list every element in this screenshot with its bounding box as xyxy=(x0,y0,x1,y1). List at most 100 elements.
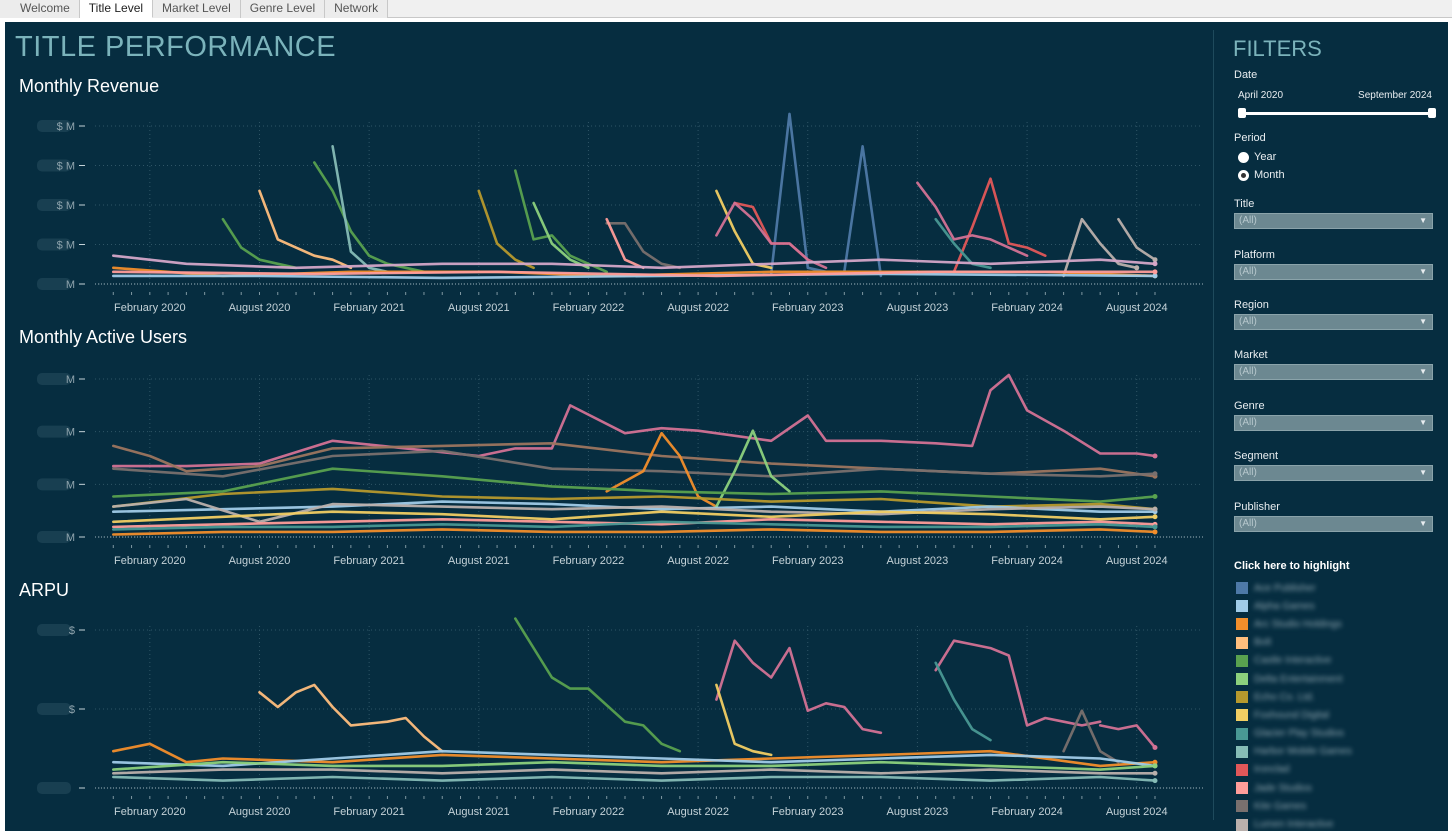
y-tick-label: M xyxy=(66,279,75,291)
arpu-chart[interactable]: $ $ February 2020 August 2020 February 2021 A… xyxy=(15,608,1205,818)
publisher-dropdown[interactable]: (All) ▼ xyxy=(1234,516,1433,532)
date-slider-start-handle[interactable] xyxy=(1238,108,1246,118)
x-tick-label: February 2021 xyxy=(333,302,405,314)
legend-swatch xyxy=(1236,600,1248,613)
x-tick-label: August 2020 xyxy=(229,806,291,818)
period-month-radio[interactable]: Month xyxy=(1238,169,1285,181)
region-dropdown-value: (All) xyxy=(1239,316,1257,327)
platform-dropdown[interactable]: (All) ▼ xyxy=(1234,264,1433,280)
series-line[interactable] xyxy=(258,189,353,270)
tab-welcome[interactable]: Welcome xyxy=(0,0,80,18)
series-line[interactable] xyxy=(477,189,535,270)
series-line[interactable] xyxy=(112,270,1157,278)
chevron-down-icon: ▼ xyxy=(1419,216,1427,225)
series-line[interactable] xyxy=(513,169,609,274)
chevron-down-icon: ▼ xyxy=(1419,519,1427,528)
legend-item[interactable]: Jade Studios xyxy=(1236,779,1441,797)
series-line[interactable] xyxy=(112,760,1157,771)
legend-item[interactable]: Glacier Play Studios xyxy=(1236,725,1441,743)
highlight-label: Click here to highlight xyxy=(1234,560,1350,572)
series-line[interactable] xyxy=(715,201,828,270)
legend-swatch xyxy=(1236,727,1248,740)
series-line[interactable] xyxy=(112,497,1157,524)
genre-filter-label: Genre xyxy=(1234,400,1265,412)
series-line[interactable] xyxy=(715,639,883,735)
legend-item[interactable]: Harbor Mobile Games xyxy=(1236,743,1441,761)
legend-item[interactable]: Alpha Games xyxy=(1236,597,1441,615)
series-line[interactable] xyxy=(112,510,1157,524)
series-end-point xyxy=(1152,770,1158,776)
legend-swatch xyxy=(1236,782,1248,795)
series-line[interactable] xyxy=(532,201,590,270)
genre-dropdown[interactable]: (All) ▼ xyxy=(1234,415,1433,431)
series-line[interactable] xyxy=(112,487,1157,511)
series-line[interactable] xyxy=(934,217,992,270)
legend-label: Ironclad xyxy=(1254,764,1290,776)
legend-item[interactable]: Foxhound Digital xyxy=(1236,706,1441,724)
series-line[interactable] xyxy=(1062,217,1138,278)
market-dropdown[interactable]: (All) ▼ xyxy=(1234,364,1433,380)
series-line[interactable] xyxy=(934,639,1102,727)
redacted-value xyxy=(37,278,71,290)
date-slider-track[interactable] xyxy=(1240,112,1432,115)
series-line[interactable] xyxy=(605,217,645,270)
redacted-value xyxy=(37,624,71,636)
series-line[interactable] xyxy=(1098,724,1157,749)
series-line[interactable] xyxy=(769,112,883,278)
revenue-chart[interactable]: $ M $ M $ M $ M M February 2020 August 2020 Fe… xyxy=(15,104,1205,314)
series-line[interactable] xyxy=(312,161,426,274)
series-line[interactable] xyxy=(916,181,1029,257)
publisher-filter-label: Publisher xyxy=(1234,501,1280,513)
segment-dropdown[interactable]: (All) ▼ xyxy=(1234,465,1433,481)
series-line[interactable] xyxy=(112,254,1157,270)
tab-genre-level[interactable]: Genre Level xyxy=(240,0,326,18)
series-line[interactable] xyxy=(952,177,1047,274)
y-tick-label: $ M xyxy=(57,161,75,173)
x-tick-label: February 2024 xyxy=(991,302,1063,314)
legend-item[interactable]: Ace Publisher xyxy=(1236,579,1441,597)
series-line[interactable] xyxy=(221,217,298,270)
series-line[interactable] xyxy=(112,775,1157,782)
series-line[interactable] xyxy=(258,683,444,753)
period-year-radio[interactable]: Year xyxy=(1238,151,1276,163)
x-tick-label: February 2024 xyxy=(991,806,1063,818)
series-line[interactable] xyxy=(112,768,1157,775)
series-line[interactable] xyxy=(331,144,389,274)
series-line[interactable] xyxy=(605,222,682,270)
series-line[interactable] xyxy=(112,742,1157,768)
tab-market-level[interactable]: Market Level xyxy=(153,0,241,18)
filters-panel: FILTERS Date April 2020 September 2024 P… xyxy=(1213,30,1448,831)
title-dropdown[interactable]: (All) ▼ xyxy=(1234,213,1433,229)
y-tick-label: M xyxy=(66,532,75,544)
series-line[interactable] xyxy=(112,749,1157,768)
series-line[interactable] xyxy=(513,617,682,753)
legend-item[interactable]: Delta Entertainment xyxy=(1236,670,1441,688)
legend-item[interactable]: Kite Games xyxy=(1236,797,1441,815)
series-line[interactable] xyxy=(715,429,791,508)
legend-item[interactable]: Bolt xyxy=(1236,634,1441,652)
mau-chart[interactable]: M M M M February 2020 August 2020 February … xyxy=(15,357,1205,567)
series-line[interactable] xyxy=(1117,217,1157,261)
legend-item[interactable]: Arc Studio Holdings xyxy=(1236,615,1441,633)
date-slider-end-handle[interactable] xyxy=(1428,108,1436,118)
series-line[interactable] xyxy=(112,520,1157,531)
series-line[interactable] xyxy=(112,272,1157,280)
series-line[interactable] xyxy=(112,449,1157,478)
series-line[interactable] xyxy=(112,373,1157,468)
series-line[interactable] xyxy=(112,528,1157,536)
legend-item[interactable]: Ironclad xyxy=(1236,761,1441,779)
series-line[interactable] xyxy=(715,189,773,270)
region-dropdown[interactable]: (All) ▼ xyxy=(1234,314,1433,330)
legend-item[interactable]: Castle Interactive xyxy=(1236,652,1441,670)
series-line[interactable] xyxy=(112,467,1157,503)
series-line[interactable] xyxy=(112,518,1157,529)
legend-item[interactable]: Lumen Interactive xyxy=(1236,815,1441,833)
series-line[interactable] xyxy=(715,683,773,757)
series-line[interactable] xyxy=(1062,709,1120,764)
legend-item[interactable]: Echo Co. Ltd. xyxy=(1236,688,1441,706)
legend-label: Kite Games xyxy=(1254,800,1307,812)
tab-title-level[interactable]: Title Level xyxy=(79,0,154,18)
x-tick-label: August 2024 xyxy=(1106,302,1168,314)
series-line[interactable] xyxy=(934,661,992,742)
tab-network[interactable]: Network xyxy=(325,0,389,18)
